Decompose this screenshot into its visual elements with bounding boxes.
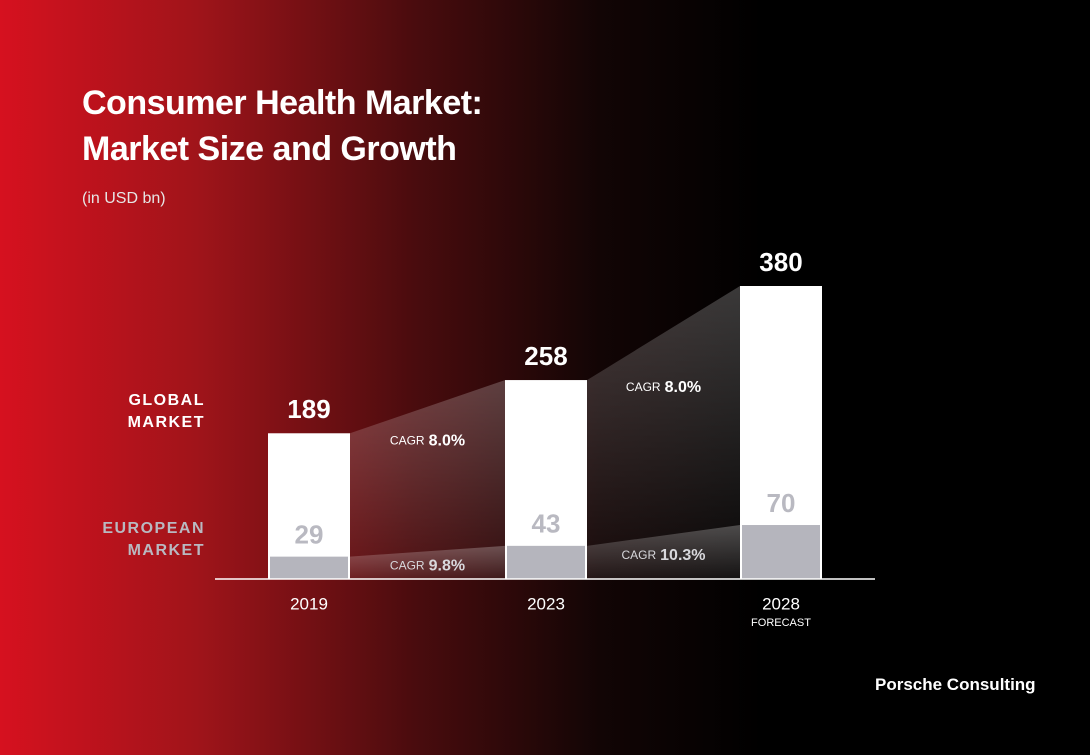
cagr-label: CAGR bbox=[626, 380, 661, 394]
cagr-annotation: CAGR 10.3% bbox=[621, 547, 705, 564]
x-tick-sublabel: FORECAST bbox=[751, 617, 811, 629]
cagr-label: CAGR bbox=[390, 559, 425, 573]
cagr-value: 10.3% bbox=[660, 547, 705, 564]
value-label: 258 bbox=[524, 341, 567, 371]
cagr-value: 9.8% bbox=[429, 558, 465, 575]
chart-title: Consumer Health Market: Market Size and … bbox=[82, 84, 483, 168]
bar bbox=[742, 525, 820, 579]
legend-entry: EUROPEAN MARKET bbox=[102, 520, 205, 559]
value-label: 70 bbox=[767, 488, 796, 518]
cagr-value: 8.0% bbox=[429, 432, 465, 449]
cagr-annotation: CAGR 9.8% bbox=[390, 558, 465, 575]
growth-band bbox=[350, 545, 505, 579]
growth-band bbox=[587, 525, 740, 579]
cagr-value: 8.0% bbox=[665, 379, 701, 396]
growth-band bbox=[587, 286, 740, 579]
growth-band bbox=[350, 380, 505, 579]
x-tick-label: 2019 bbox=[290, 594, 328, 613]
bar bbox=[270, 556, 348, 579]
source: Porsche Consulting bbox=[875, 675, 1036, 694]
bar bbox=[268, 433, 350, 579]
bar bbox=[507, 545, 585, 579]
chart-subtitle: (in USD bn) bbox=[82, 190, 166, 207]
cagr-label: CAGR bbox=[621, 548, 656, 562]
legend-entry: GLOBAL MARKET bbox=[127, 392, 205, 431]
x-tick-label: 2023 bbox=[527, 594, 565, 613]
cagr-annotation: CAGR 8.0% bbox=[390, 432, 465, 449]
cagr-annotation: CAGR 8.0% bbox=[626, 379, 701, 396]
value-label: 29 bbox=[295, 520, 324, 550]
value-label: 189 bbox=[287, 394, 330, 424]
cagr-label: CAGR bbox=[390, 433, 425, 447]
value-label: 380 bbox=[759, 247, 802, 277]
x-tick-label: 2028 bbox=[762, 594, 800, 613]
value-label: 43 bbox=[532, 509, 561, 539]
